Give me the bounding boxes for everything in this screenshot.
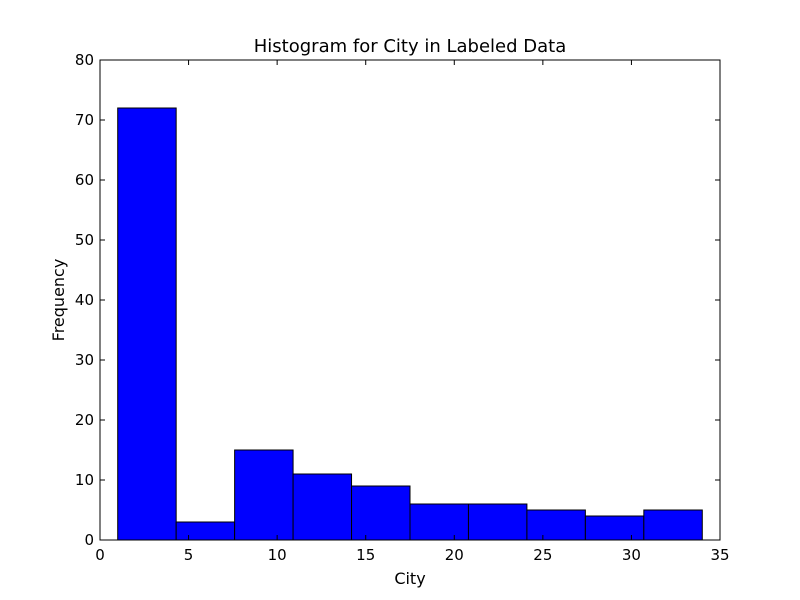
x-tick-label: 25	[533, 546, 552, 564]
histogram-bar-3	[292, 473, 353, 541]
histogram-bar-6	[467, 503, 528, 541]
chart-title: Histogram for City in Labeled Data	[254, 36, 566, 57]
x-tick-label: 0	[95, 546, 105, 564]
x-tick-label: 15	[356, 546, 375, 564]
x-axis-label: City	[394, 569, 425, 588]
y-tick-label: 40	[75, 291, 94, 309]
x-tick-label: 10	[268, 546, 287, 564]
y-tick-label: 60	[75, 171, 94, 189]
y-tick-label: 0	[84, 531, 94, 549]
y-tick-label: 30	[75, 351, 94, 369]
x-tick-label: 30	[622, 546, 641, 564]
y-axis-label: Frequency	[49, 259, 68, 342]
tick-labels: 0 5 10 15 20 25 30 35 0 10 20 30 40 50 60 70 80	[75, 51, 730, 564]
histogram-bar-1	[175, 521, 236, 541]
histogram-bar-2	[234, 449, 294, 541]
plot-frame	[99, 59, 721, 541]
x-tick-label: 20	[445, 546, 464, 564]
y-tick-label: 20	[75, 411, 94, 429]
histogram-bar-4	[351, 485, 411, 541]
x-tick-label: 5	[184, 546, 194, 564]
bars	[117, 107, 703, 541]
histogram-bar-7	[526, 509, 586, 541]
y-tick-label: 80	[75, 51, 94, 69]
axis-ticks	[99, 59, 721, 541]
y-tick-label: 10	[75, 471, 94, 489]
y-tick-label: 50	[75, 231, 94, 249]
histogram-bar-5	[409, 503, 469, 541]
histogram-bar-9	[643, 509, 703, 541]
y-tick-label: 70	[75, 111, 94, 129]
x-tick-label: 35	[710, 546, 729, 564]
histogram-bar-8	[584, 515, 645, 541]
histogram-bar-0	[117, 107, 177, 541]
